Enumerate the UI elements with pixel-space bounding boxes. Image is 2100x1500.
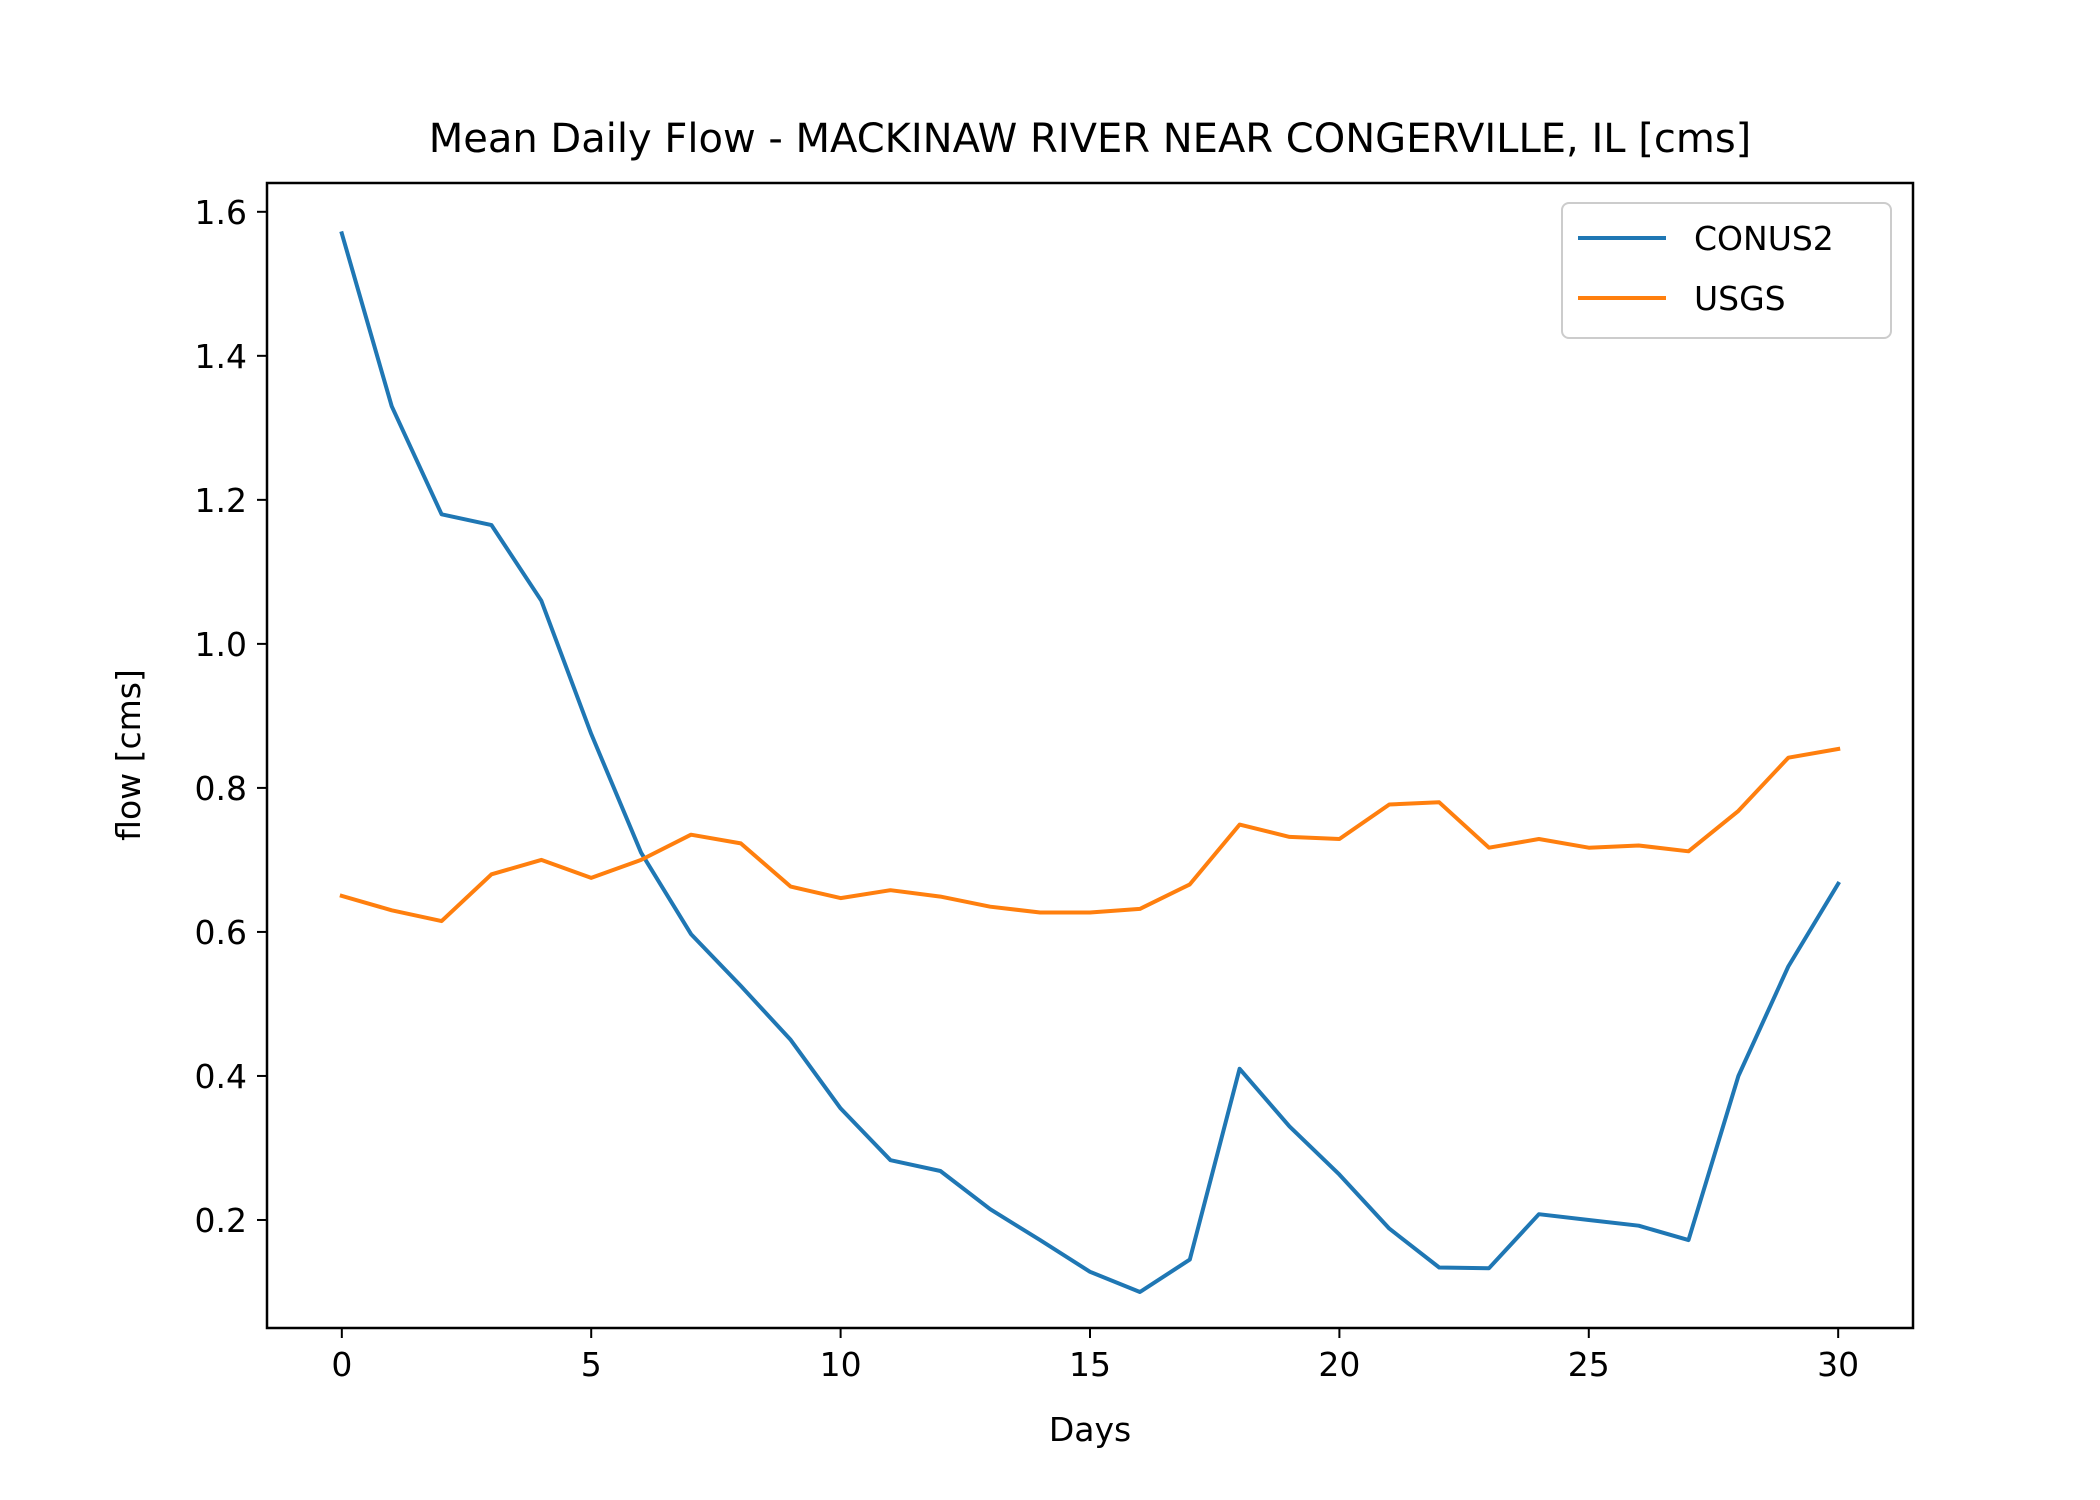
plot-background bbox=[267, 183, 1913, 1328]
plot-area bbox=[265, 181, 1915, 1330]
x-axis-label: Days bbox=[1049, 1410, 1131, 1449]
x-tick-label: 15 bbox=[1069, 1345, 1111, 1384]
y-axis: 0.2 0.4 0.6 0.8 1.0 1.2 1.4 1.6 bbox=[195, 193, 267, 1240]
x-tick-label: 20 bbox=[1318, 1345, 1360, 1384]
legend-label-conus2: CONUS2 bbox=[1694, 219, 1834, 258]
x-tick-label: 0 bbox=[331, 1345, 352, 1384]
series-line-usgs bbox=[339, 746, 1841, 924]
legend: CONUS2 USGS bbox=[1561, 202, 1892, 339]
y-tick-label: 0.6 bbox=[195, 913, 247, 952]
legend-entries: CONUS2 USGS bbox=[1578, 219, 1834, 318]
y-tick-label: 0.2 bbox=[195, 1201, 247, 1240]
x-tick-label: 10 bbox=[820, 1345, 862, 1384]
y-tick-label: 1.6 bbox=[195, 193, 247, 232]
y-tick-label: 0.8 bbox=[195, 769, 247, 808]
series-layer bbox=[339, 230, 1841, 1294]
y-tick-label: 0.4 bbox=[195, 1057, 247, 1096]
x-tick-label: 30 bbox=[1817, 1345, 1859, 1384]
y-tick-label: 1.2 bbox=[195, 481, 247, 520]
chart-title: Mean Daily Flow - MACKINAW RIVER NEAR CO… bbox=[429, 116, 1752, 162]
x-tick-label: 25 bbox=[1568, 1345, 1610, 1384]
x-tick-label: 5 bbox=[581, 1345, 602, 1384]
y-axis-label: flow [cms] bbox=[109, 669, 148, 841]
y-tick-label: 1.0 bbox=[195, 625, 247, 664]
legend-label-usgs: USGS bbox=[1694, 279, 1786, 318]
x-axis: 0 5 10 15 20 25 30 bbox=[331, 1328, 1859, 1384]
y-tick-label: 1.4 bbox=[195, 337, 247, 376]
series-line-conus2 bbox=[339, 230, 1841, 1294]
